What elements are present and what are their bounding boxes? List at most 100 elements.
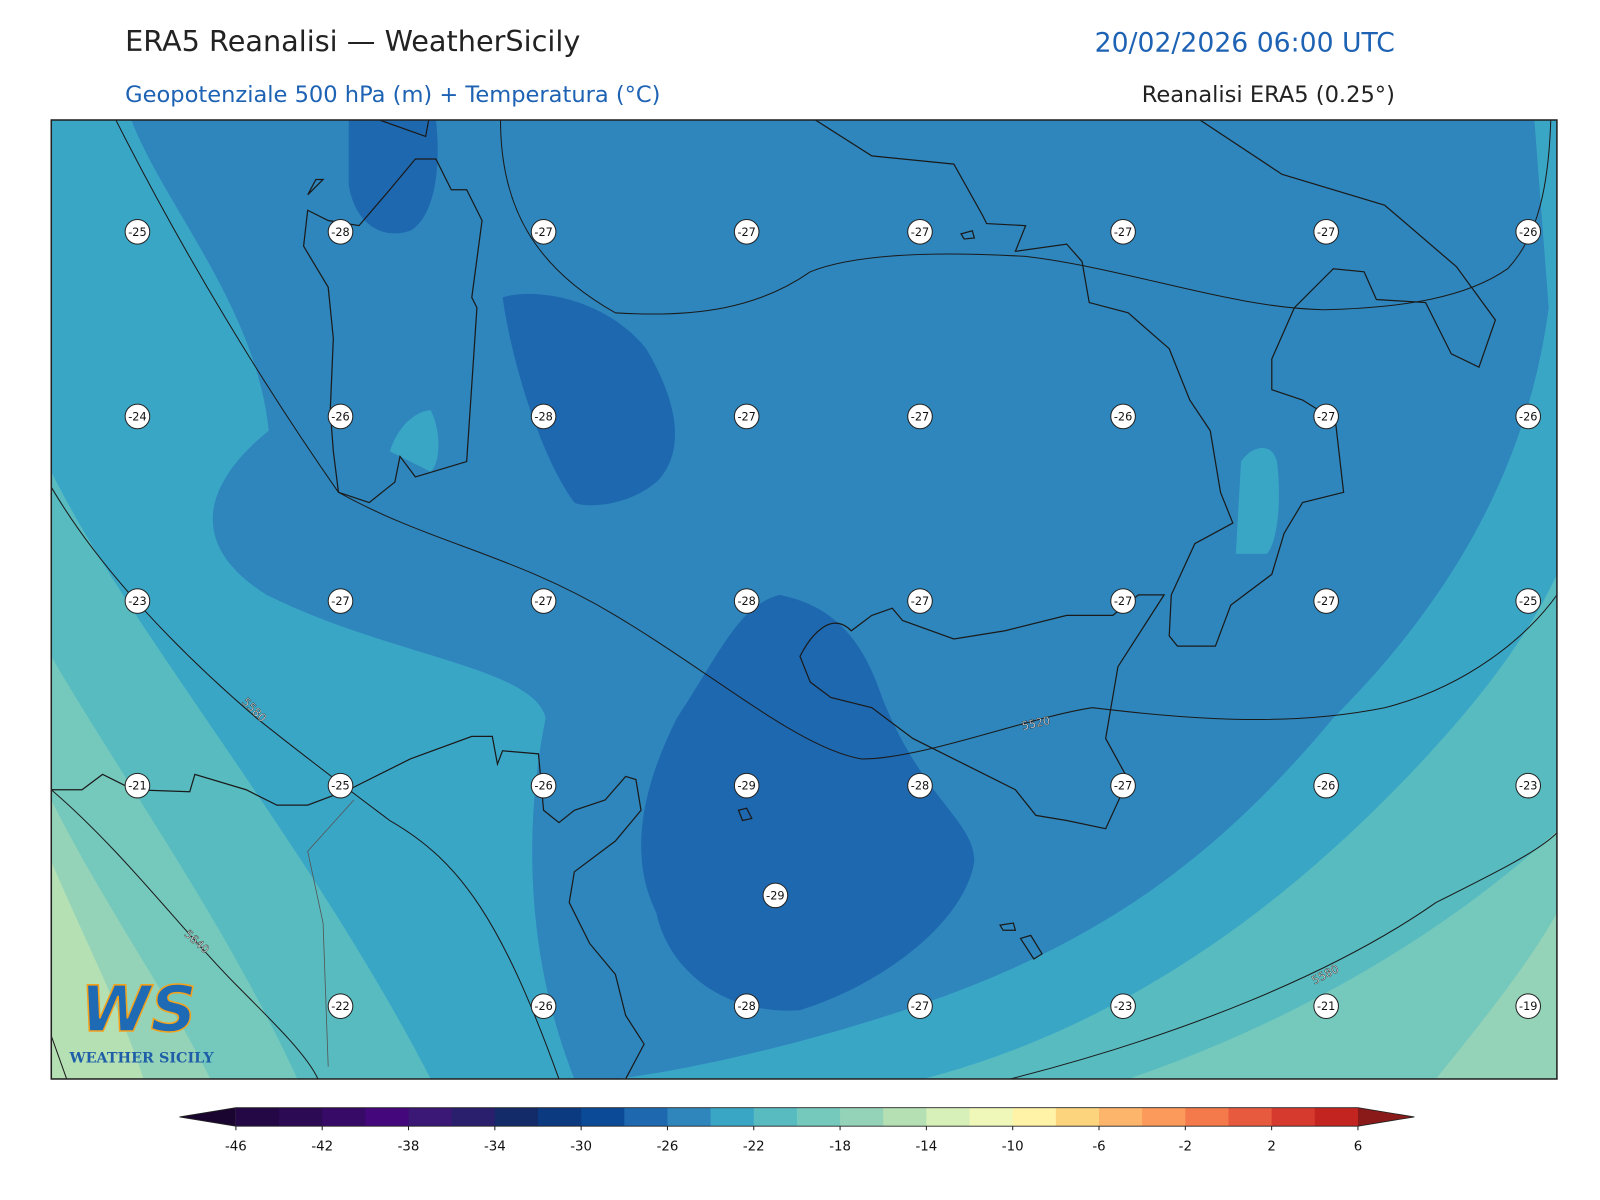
logo-mark: WS: [81, 972, 197, 1046]
colorbar-tick-label: -10: [1002, 1140, 1024, 1155]
colorbar-bin: [537, 1107, 582, 1127]
temp-marker: [124, 772, 151, 799]
temp-marker: [327, 588, 354, 614]
temp-label: -27: [1114, 780, 1132, 793]
colorbar-bin: [235, 1107, 280, 1127]
colorbar-bin: [581, 1107, 625, 1127]
temp-marker: [733, 772, 760, 799]
colorbar-tick-label: -30: [570, 1140, 592, 1155]
colorbar-bin: [1012, 1107, 1057, 1127]
temp-label: -27: [1317, 410, 1335, 423]
subtitle: Geopotenziale 500 hPa (m) + Temperatura …: [125, 82, 660, 108]
temp-marker: [1110, 403, 1136, 430]
temp-label: -22: [331, 1000, 349, 1013]
temp-label: -29: [737, 780, 755, 793]
colorbar-bin: [494, 1107, 539, 1127]
border: [307, 799, 355, 1067]
coastline: [307, 119, 430, 196]
contour-line: [1010, 832, 1557, 1079]
temp-marker: [1313, 772, 1339, 799]
temp-marker: [124, 403, 151, 430]
colorbar-tick-label: -26: [657, 1140, 679, 1155]
temp-label: -27: [331, 595, 349, 608]
temp-label: -26: [1114, 410, 1132, 423]
colorbar-tick-label: -34: [484, 1140, 506, 1155]
colorbar-bin: [667, 1107, 712, 1127]
source: Reanalisi ERA5 (0.25°): [1142, 82, 1395, 108]
temp-marker: [530, 772, 557, 799]
temp-marker: [327, 772, 354, 799]
field: [348, 120, 438, 234]
colorbar-bin: [365, 1107, 410, 1127]
coastline: [302, 158, 483, 504]
field: [615, 119, 1557, 1079]
field: [1128, 830, 1557, 1079]
field: [389, 410, 439, 472]
temp-label: -27: [911, 410, 929, 423]
temp-marker: [1110, 772, 1136, 799]
field: [1235, 448, 1279, 554]
temp-label: -26: [534, 1000, 552, 1013]
temp-marker: [327, 218, 354, 245]
temp-marker: [1515, 588, 1542, 614]
temp-label: -27: [534, 226, 552, 239]
colorbar-bin: [451, 1107, 496, 1127]
colorbar-extend: [1357, 1107, 1415, 1127]
colorbar-bin: [753, 1107, 798, 1127]
field: [641, 594, 975, 1011]
temp-marker: [733, 218, 760, 245]
contour-label-group: 5520: [1020, 714, 1052, 733]
colorbar-bin: [1185, 1107, 1229, 1127]
colorbar-bin: [624, 1107, 668, 1127]
temp-label: -27: [534, 595, 552, 608]
coastline: [815, 119, 1497, 647]
temp-label: -23: [1519, 780, 1537, 793]
temp-marker: [1110, 588, 1136, 614]
map-area: [51, 119, 1557, 1079]
coastline: [51, 735, 645, 1079]
temp-label: -27: [1114, 226, 1132, 239]
temp-marker: [1110, 218, 1136, 245]
temp-marker: [124, 218, 151, 245]
temp-marker: [1313, 218, 1339, 245]
datetime: 20/02/2026 06:00 UTC: [1095, 28, 1395, 59]
colorbar-bin: [279, 1107, 323, 1127]
colorbar-bin: [1271, 1107, 1316, 1127]
colorbar-bin: [969, 1107, 1014, 1127]
temp-label: -25: [128, 226, 146, 239]
temp-label: -27: [737, 226, 755, 239]
colorbar-bin: [926, 1107, 971, 1127]
temp-marker: [327, 993, 354, 1019]
temp-marker: [530, 403, 557, 430]
title: ERA5 Reanalisi — WeatherSicily: [125, 24, 580, 58]
labels: -25 -28 -27 -27 -27 -27 -27 -26 -24 -26 -28 -27 -27 -…: [124, 218, 1542, 1019]
temp-marker: [1313, 403, 1339, 430]
temp-label: -23: [128, 595, 146, 608]
temp-marker: [1515, 772, 1542, 799]
colorbar-bin: [1055, 1107, 1100, 1127]
temp-marker: [530, 588, 557, 614]
colorbar-tick-label: -38: [398, 1140, 420, 1155]
field: [51, 861, 144, 1079]
colorbar-tick-label: -2: [1179, 1140, 1192, 1155]
temp-label: -24: [128, 410, 146, 423]
colorbar-tick-label: -46: [225, 1140, 247, 1155]
temp-label: -26: [1519, 226, 1537, 239]
map-frame: [50, 119, 1558, 1080]
colorbar-bin: [1142, 1107, 1186, 1127]
temp-marker: [733, 588, 760, 614]
temp-label: -27: [911, 226, 929, 239]
colorbar-tick-label: -14: [915, 1140, 937, 1155]
temp-label: -19: [1519, 1000, 1537, 1013]
temp-label: -25: [1519, 595, 1537, 608]
logo-name: WEATHER SICILY: [69, 1050, 215, 1066]
temp-marker: [530, 993, 557, 1019]
colorbar-bin: [1228, 1107, 1273, 1127]
logo: WS WEATHER SICILY: [69, 971, 215, 1066]
field: [1435, 912, 1557, 1079]
temp-label: -26: [534, 780, 552, 793]
temp-label: -28: [534, 410, 552, 423]
contour-label: 5520: [1021, 714, 1052, 733]
